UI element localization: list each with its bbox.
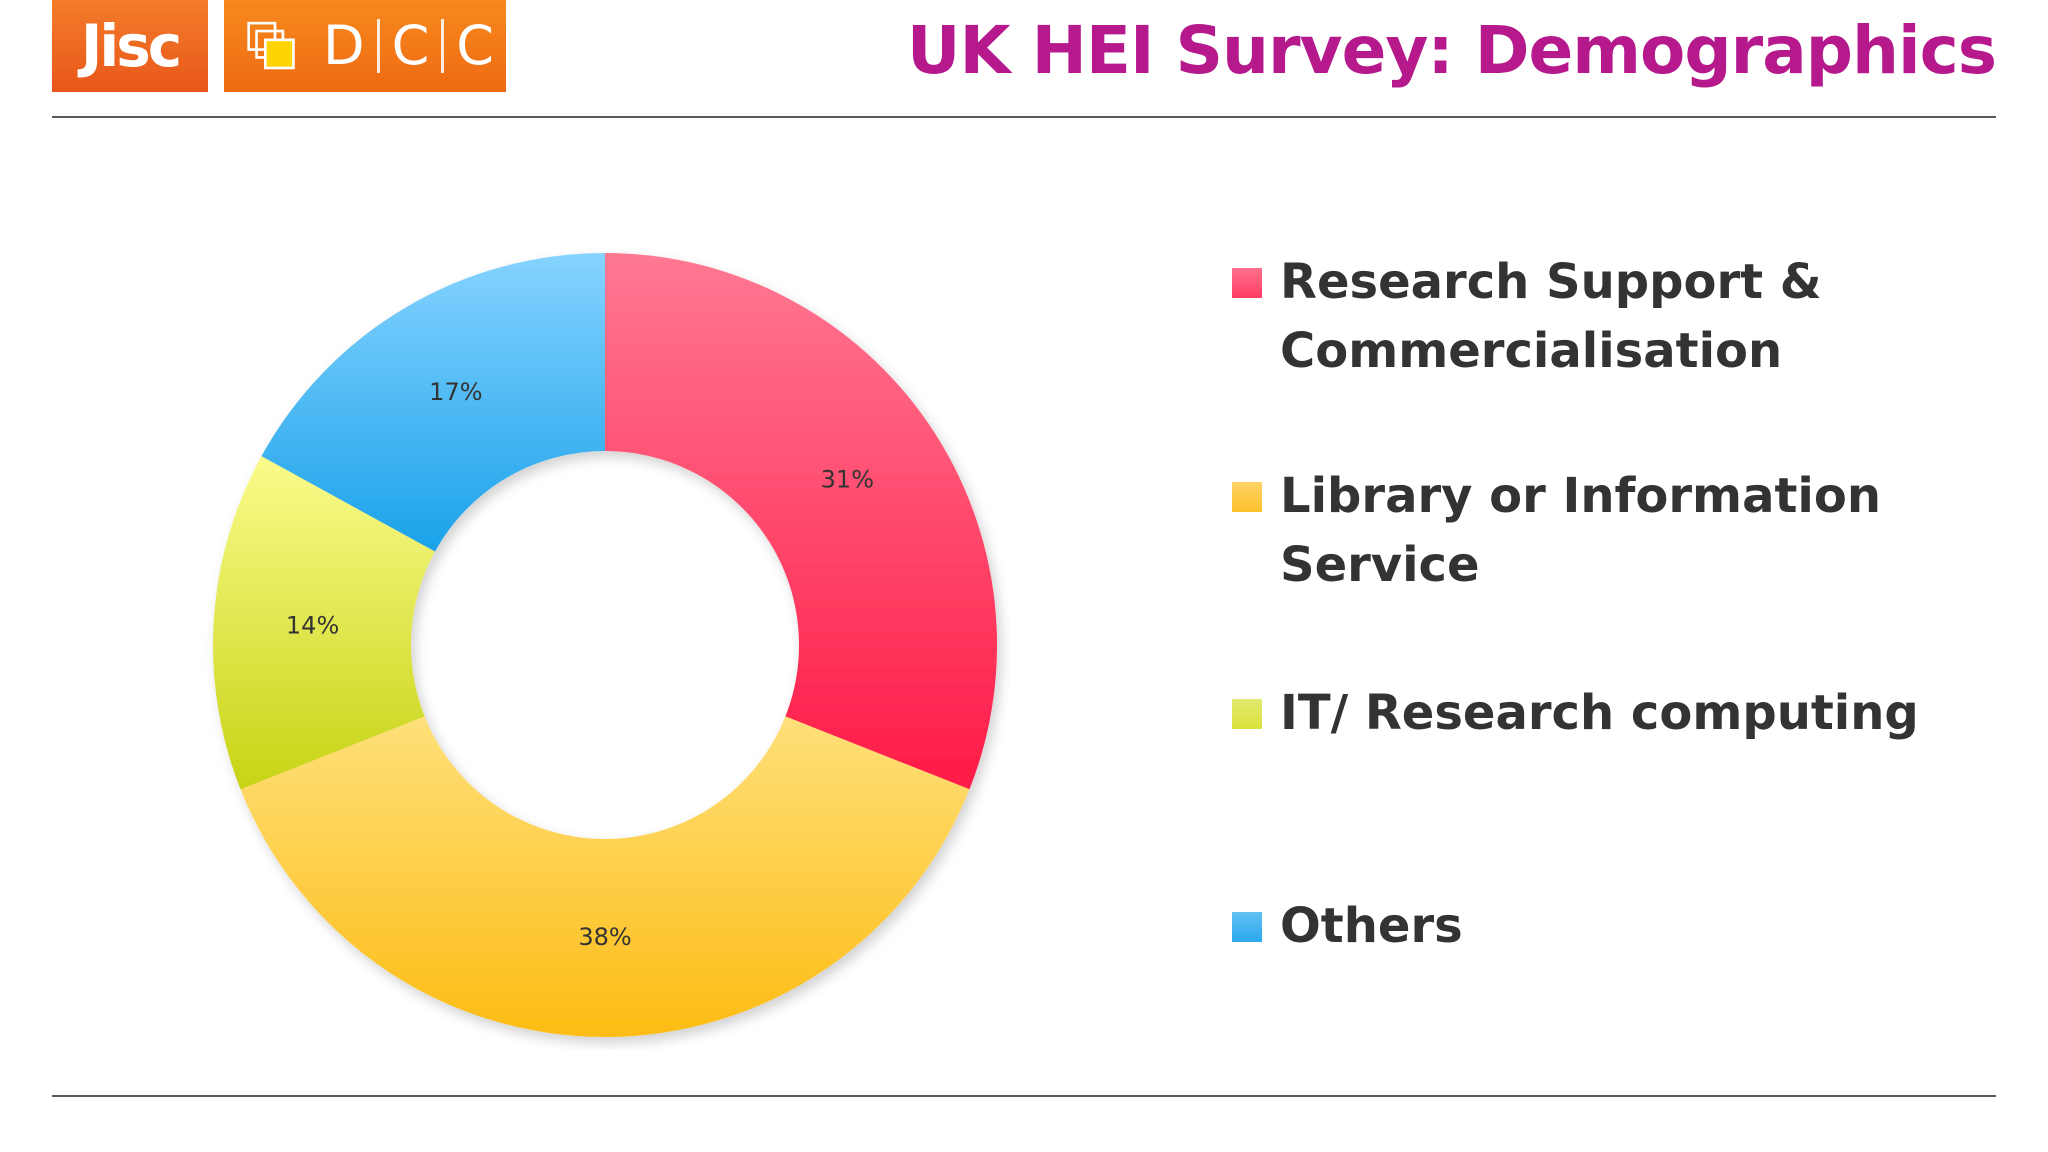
data-label-library: 38% bbox=[578, 923, 631, 951]
legend-item-it-research-computing: IT/ Research computing bbox=[1232, 679, 1930, 748]
donut-chart: 31% 38% 14% 17% bbox=[213, 253, 998, 1037]
legend-swatch-it-research-computing bbox=[1232, 699, 1262, 729]
legend-label-it-research-computing: IT/ Research computing bbox=[1280, 685, 1919, 741]
page-title: UK HEI Survey: Demographics bbox=[906, 12, 1997, 89]
jisc-logo-text: Jisc bbox=[80, 12, 182, 80]
dcc-squares-icon bbox=[247, 21, 295, 70]
donut-slices bbox=[213, 253, 998, 1037]
legend-item-library: Library or Information Service bbox=[1232, 462, 1930, 600]
legend-label-others: Others bbox=[1280, 898, 1463, 954]
legend-swatch-research-support bbox=[1232, 268, 1262, 298]
dcc-logo: D C C bbox=[224, 0, 506, 92]
dcc-letter-c1: C bbox=[376, 19, 442, 73]
dcc-letter-c2: C bbox=[441, 19, 506, 73]
dcc-letter-d: D bbox=[322, 14, 365, 77]
chart-legend: Research Support & Commercialisation Lib… bbox=[1232, 0, 1992, 1100]
donut-slice-library bbox=[240, 716, 970, 1037]
donut-data-labels: 31% 38% 14% 17% bbox=[286, 378, 874, 951]
donut-slice-research-support bbox=[605, 253, 998, 790]
jisc-logo: Jisc bbox=[52, 0, 208, 92]
data-label-others: 17% bbox=[429, 378, 482, 406]
top-divider bbox=[52, 116, 1996, 118]
donut-slice-it-research-computing bbox=[213, 456, 435, 790]
legend-swatch-library bbox=[1232, 482, 1262, 512]
data-label-it-research-computing: 14% bbox=[286, 612, 339, 640]
legend-item-research-support: Research Support & Commercialisation bbox=[1232, 248, 1930, 386]
legend-item-others: Others bbox=[1232, 892, 1930, 961]
data-label-research-support: 31% bbox=[821, 465, 874, 493]
legend-swatch-others bbox=[1232, 912, 1262, 942]
legend-label-research-support: Research Support & Commercialisation bbox=[1280, 254, 1822, 379]
donut-slice-others bbox=[261, 253, 605, 552]
legend-label-library: Library or Information Service bbox=[1280, 468, 1882, 593]
bottom-divider bbox=[52, 1095, 1996, 1097]
